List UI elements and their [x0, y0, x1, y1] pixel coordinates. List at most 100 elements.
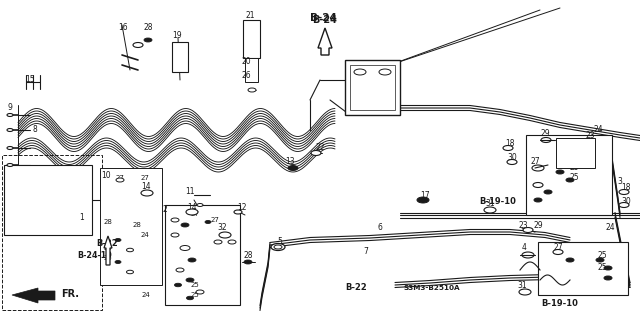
- Circle shape: [604, 276, 612, 280]
- Circle shape: [219, 232, 231, 238]
- Circle shape: [534, 198, 542, 202]
- Text: 25: 25: [569, 174, 579, 182]
- Circle shape: [556, 170, 564, 174]
- Bar: [350, 65, 395, 110]
- Text: 28: 28: [104, 219, 113, 225]
- Circle shape: [115, 239, 121, 241]
- Circle shape: [248, 88, 256, 92]
- Text: 5: 5: [278, 238, 282, 247]
- Text: 26: 26: [241, 70, 251, 79]
- Text: 22: 22: [316, 144, 324, 152]
- Text: B-22: B-22: [96, 239, 118, 248]
- Circle shape: [553, 249, 563, 255]
- Text: B-19-10: B-19-10: [541, 300, 579, 308]
- Text: 25: 25: [597, 263, 607, 272]
- Bar: [100, 168, 162, 285]
- Circle shape: [197, 204, 203, 206]
- Text: 21: 21: [245, 11, 255, 20]
- Circle shape: [271, 243, 285, 250]
- Circle shape: [141, 190, 153, 196]
- Text: 18: 18: [621, 183, 631, 192]
- Circle shape: [144, 38, 152, 42]
- Text: 27: 27: [211, 217, 220, 223]
- Circle shape: [127, 248, 134, 252]
- Text: 30: 30: [507, 153, 517, 162]
- Circle shape: [596, 258, 604, 262]
- Text: B-19-10: B-19-10: [479, 197, 516, 206]
- Text: 30: 30: [621, 197, 631, 206]
- Text: 12: 12: [237, 204, 247, 212]
- Text: B-22: B-22: [345, 284, 367, 293]
- Circle shape: [288, 166, 298, 170]
- Circle shape: [379, 69, 391, 75]
- Circle shape: [7, 129, 13, 131]
- Circle shape: [604, 266, 612, 270]
- Bar: [243, 20, 260, 58]
- Text: 14: 14: [187, 204, 197, 212]
- Bar: [245, 58, 258, 82]
- Text: 24: 24: [593, 125, 603, 135]
- Text: 27: 27: [530, 158, 540, 167]
- Text: 25: 25: [569, 164, 579, 173]
- Circle shape: [186, 278, 194, 282]
- Text: 9: 9: [8, 103, 12, 113]
- Circle shape: [544, 190, 552, 194]
- Text: S3M3-B2510A: S3M3-B2510A: [404, 285, 460, 291]
- Text: 18: 18: [505, 138, 515, 147]
- Text: 29: 29: [540, 129, 550, 137]
- Text: 28: 28: [143, 24, 153, 33]
- Circle shape: [116, 178, 124, 182]
- Circle shape: [175, 283, 182, 287]
- Bar: [4, 165, 92, 235]
- Text: 15: 15: [25, 76, 35, 85]
- Bar: [526, 135, 612, 215]
- Text: 32: 32: [217, 224, 227, 233]
- Circle shape: [133, 42, 143, 48]
- Circle shape: [619, 203, 629, 207]
- Text: 17: 17: [420, 190, 430, 199]
- Bar: [165, 205, 240, 305]
- Text: 4: 4: [522, 243, 527, 253]
- Text: 11: 11: [185, 188, 195, 197]
- Circle shape: [228, 240, 236, 244]
- Circle shape: [7, 164, 13, 167]
- Text: 28: 28: [132, 222, 141, 228]
- Circle shape: [196, 290, 204, 294]
- Circle shape: [115, 261, 121, 263]
- Text: 20: 20: [241, 57, 251, 66]
- Circle shape: [522, 252, 534, 258]
- Polygon shape: [318, 28, 332, 55]
- Circle shape: [541, 137, 551, 143]
- Text: 25: 25: [104, 245, 113, 251]
- Text: 31: 31: [517, 281, 527, 291]
- Bar: [345, 60, 400, 115]
- Text: 19: 19: [172, 31, 182, 40]
- Text: FR.: FR.: [61, 289, 79, 299]
- Text: 23: 23: [518, 220, 528, 229]
- Circle shape: [171, 233, 179, 237]
- Circle shape: [519, 289, 531, 295]
- Text: 7: 7: [364, 248, 369, 256]
- Circle shape: [186, 209, 198, 215]
- Circle shape: [274, 245, 282, 249]
- Text: B-24-10: B-24-10: [77, 251, 113, 261]
- Text: 13: 13: [285, 158, 295, 167]
- Circle shape: [205, 220, 211, 224]
- Text: 25: 25: [104, 255, 113, 261]
- Circle shape: [484, 207, 496, 213]
- Circle shape: [127, 270, 134, 274]
- Text: 6: 6: [378, 224, 383, 233]
- Text: 24: 24: [141, 232, 149, 238]
- Circle shape: [181, 223, 189, 227]
- Text: 31: 31: [485, 199, 495, 209]
- Circle shape: [171, 218, 179, 222]
- Text: 25: 25: [597, 250, 607, 259]
- Circle shape: [566, 258, 574, 262]
- Circle shape: [311, 151, 321, 155]
- Bar: [2, 155, 102, 310]
- Circle shape: [176, 268, 184, 272]
- Circle shape: [619, 189, 629, 195]
- Text: 25: 25: [191, 292, 200, 298]
- Text: 27: 27: [191, 211, 200, 217]
- Text: 24: 24: [141, 292, 150, 298]
